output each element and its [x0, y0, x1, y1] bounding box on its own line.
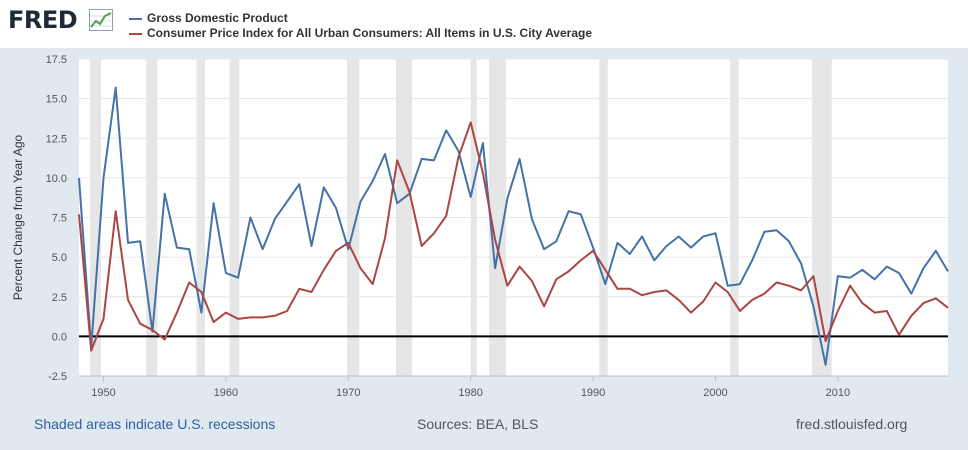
legend-swatch-gdp — [129, 17, 142, 20]
x-tick-label: 1990 — [581, 387, 605, 399]
series-lines — [78, 86, 949, 366]
legend-item-cpi[interactable]: Consumer Price Index for All Urban Consu… — [129, 26, 592, 41]
legend: Gross Domestic Product Consumer Price In… — [129, 11, 592, 41]
y-tick-label: 10.0 — [46, 173, 67, 185]
y-tick-label: 5.0 — [52, 252, 67, 264]
fred-logo[interactable]: FRED — [8, 6, 78, 34]
header: FRED Gross Domestic Product Consumer Pri… — [0, 0, 968, 48]
x-tick-label: 1970 — [336, 387, 360, 399]
axes: -2.5 0.0 2.5 5.0 7.5 10.0 12.5 15.0 17.5 1950 1960… — [46, 54, 948, 399]
series-line-gdp[interactable] — [78, 86, 949, 366]
legend-label-gdp: Gross Domestic Product — [147, 11, 288, 25]
y-tick-label: 2.5 — [52, 292, 67, 304]
x-tick-label: 2010 — [826, 387, 850, 399]
site-url-link[interactable]: fred.stlouisfed.org — [796, 416, 908, 432]
y-tick-label: 12.5 — [46, 133, 67, 145]
x-tick-label: 2000 — [703, 387, 727, 399]
legend-swatch-cpi — [129, 32, 142, 35]
chart-line-icon — [89, 9, 113, 31]
y-tick-label: 0.0 — [52, 331, 67, 343]
x-tick-label: 1950 — [91, 387, 115, 399]
x-tick-label: 1980 — [458, 387, 482, 399]
y-tick-label: 17.5 — [46, 54, 67, 66]
legend-item-gdp[interactable]: Gross Domestic Product — [129, 11, 592, 26]
series-line-cpi[interactable] — [78, 121, 949, 352]
x-tick-label: 1960 — [214, 387, 238, 399]
y-tick-label: 15.0 — [46, 94, 67, 106]
y-tick-label: -2.5 — [48, 371, 67, 383]
sources-text: Sources: BEA, BLS — [417, 416, 539, 432]
y-axis-label: Percent Change from Year Ago — [11, 134, 25, 300]
chart: -2.5 0.0 2.5 5.0 7.5 10.0 12.5 15.0 17.5 1950 1960… — [0, 48, 968, 408]
y-tick-label: 7.5 — [52, 213, 67, 225]
recession-note-link[interactable]: Shaded areas indicate U.S. recessions — [34, 416, 276, 432]
legend-label-cpi: Consumer Price Index for All Urban Consu… — [147, 26, 592, 40]
